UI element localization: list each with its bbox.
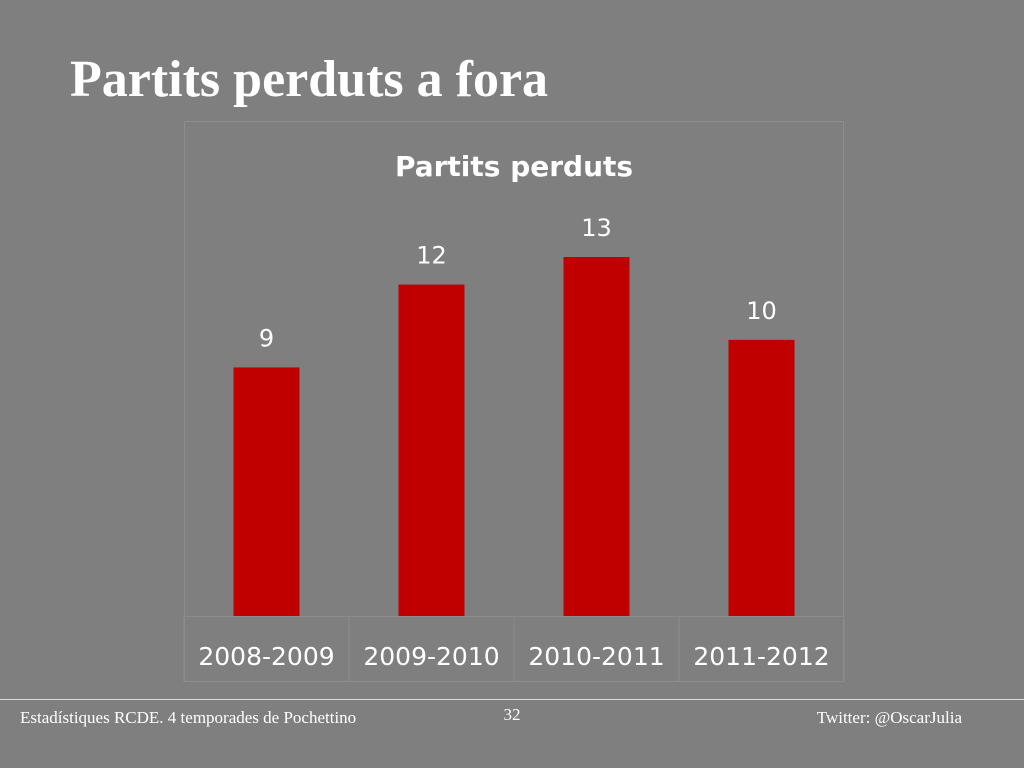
x-tick-label: 2009-2010 xyxy=(363,642,499,671)
data-label: 10 xyxy=(746,297,777,325)
chart: Partits perduts 2008-2009 9 2009-2010 12 201… xyxy=(183,121,845,682)
footer-left: Estadístiques RCDE. 4 temporades de Poch… xyxy=(20,708,356,727)
slide-title: Partits perduts a fora xyxy=(70,51,548,108)
footer-right: Twitter: @OscarJulia xyxy=(817,708,963,727)
x-tick-label: 2011-2012 xyxy=(693,642,829,671)
bar xyxy=(563,257,630,616)
data-label: 12 xyxy=(416,242,447,270)
data-label: 13 xyxy=(581,214,612,242)
bar xyxy=(398,284,465,616)
data-label: 9 xyxy=(259,324,274,352)
bar xyxy=(233,367,300,616)
x-tick-label: 2008-2009 xyxy=(198,642,334,671)
page-number: 32 xyxy=(504,705,521,724)
x-tick-label: 2010-2011 xyxy=(528,642,664,671)
chart-title: Partits perduts xyxy=(395,150,633,183)
bar xyxy=(728,339,795,616)
